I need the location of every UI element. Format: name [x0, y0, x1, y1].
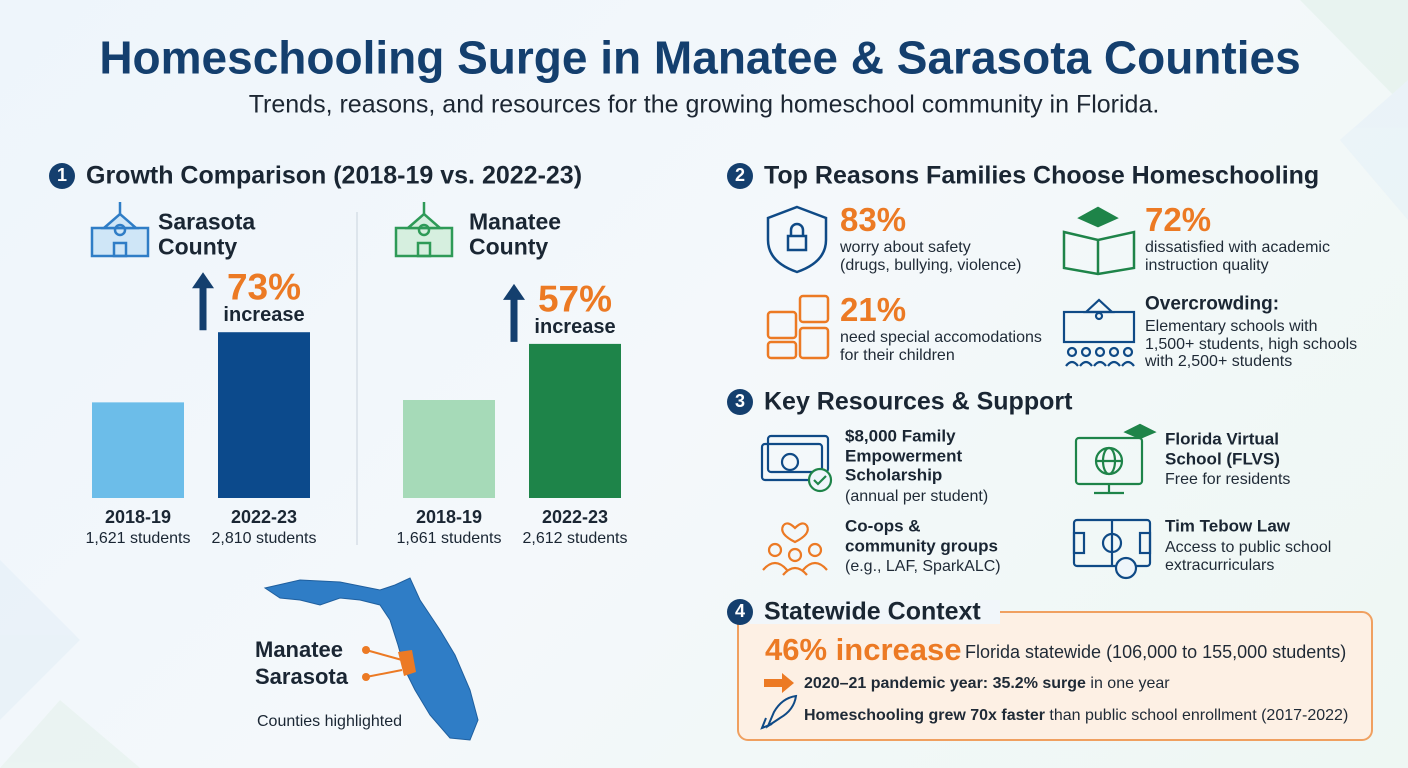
resource-title: Tim Tebow Law: [1165, 516, 1290, 536]
value-label: 1,661 students: [396, 530, 502, 548]
reason-text: instruction quality: [1145, 257, 1269, 275]
shield-icon: [766, 205, 828, 274]
reason-text: with 2,500+ students: [1145, 353, 1293, 371]
stat-value: 83%: [840, 200, 907, 238]
value-label: 1,621 students: [85, 530, 191, 548]
resource-title: School (FLVS): [1165, 449, 1280, 469]
bar: [403, 400, 495, 498]
reason-text: need special accomodations: [840, 329, 1042, 347]
section-badge: [49, 163, 75, 189]
change-percent: 73%: [226, 266, 302, 308]
context-bullet: 2020–21 pandemic year: 35.2% surge in on…: [804, 675, 1170, 693]
book-icon: [1062, 206, 1136, 276]
county-name: Manatee: [469, 208, 562, 235]
section-title: Growth Comparison (2018-19 vs. 2022-23): [86, 161, 583, 190]
reason-heading: Overcrowding:: [1145, 293, 1280, 315]
resource-text: Access to public school: [1165, 538, 1332, 556]
section-badge: [727, 599, 753, 625]
change-percent: 57%: [537, 278, 613, 320]
bullet-bold: Homeschooling grew 70x faster: [804, 707, 1045, 725]
puzzle-icon: [766, 294, 830, 360]
rocket-icon: [760, 694, 798, 730]
reason-text: 1,500+ students, high schools: [1145, 335, 1358, 353]
section-number: 4: [734, 601, 746, 622]
section-title: Top Reasons Families Choose Homeschoolin…: [764, 161, 1320, 190]
value-label: 2,612 students: [522, 530, 628, 548]
school-icon: [90, 202, 150, 258]
stat-value: 21%: [840, 290, 907, 328]
section-number: 3: [734, 391, 746, 412]
reason-text: dissatisfied with academic: [1145, 239, 1330, 257]
bullet-rest: than public school enrollment (2017-2022…: [1044, 707, 1349, 725]
resource-text: Free for residents: [1165, 471, 1291, 489]
county-name: County: [158, 233, 238, 260]
map-label: Manatee: [255, 636, 344, 662]
resource-title: $8,000 Family: [845, 426, 956, 446]
bar: [92, 402, 184, 498]
section-badge: [727, 389, 753, 415]
context-box: [737, 611, 1373, 741]
resource-text: (e.g., LAF, SparkALC): [845, 558, 1001, 576]
map-label: Sarasota: [255, 663, 348, 689]
category-label: 2018-19: [415, 507, 483, 528]
money-icon: [760, 434, 833, 493]
crowded-school-icon: [1062, 298, 1136, 367]
bar: [529, 343, 621, 498]
section-number: 1: [56, 165, 68, 186]
computer-icon: [1074, 423, 1157, 495]
box-label-gap: [750, 600, 1000, 624]
reason-text: worry about safety: [840, 239, 971, 257]
bar: [218, 332, 310, 498]
section-number: 2: [734, 165, 746, 186]
change-word: increase: [534, 315, 616, 338]
resource-text: (annual per student): [845, 487, 989, 505]
up-arrow-head: [192, 272, 214, 289]
up-arrow-head: [503, 283, 525, 300]
resource-title: Scholarship: [845, 465, 943, 485]
reason-text: Elementary schools with: [1145, 318, 1318, 336]
resource-title: Empowerment: [845, 446, 963, 466]
map-caption: Counties highlighted: [257, 713, 402, 731]
resource-text: extracurriculars: [1165, 556, 1275, 574]
school-icon: [394, 202, 454, 258]
category-label: 2018-19: [104, 507, 172, 528]
category-label: 2022-23: [230, 507, 298, 528]
page-subtitle: Trends, reasons, and resources for the g…: [248, 90, 1160, 119]
county-name: County: [469, 233, 549, 260]
reason-text: for their children: [840, 347, 955, 365]
resource-title: Florida Virtual: [1165, 429, 1279, 449]
arrow-icon: [764, 673, 794, 693]
resource-title: community groups: [845, 536, 999, 556]
section-title: Key Resources & Support: [764, 387, 1073, 416]
resource-title: Co-ops &: [845, 516, 921, 536]
change-word: increase: [223, 304, 305, 327]
section-badge: [727, 163, 753, 189]
value-label: 2,810 students: [211, 530, 317, 548]
page-title: Homeschooling Surge in Manatee & Sarasot…: [99, 31, 1301, 84]
section-title: Statewide Context: [764, 597, 981, 626]
field-icon: [1072, 518, 1152, 580]
context-bullet: Homeschooling grew 70x faster than publi…: [804, 707, 1348, 725]
florida-map: [263, 577, 479, 741]
category-label: 2022-23: [541, 507, 609, 528]
community-icon: [762, 522, 828, 576]
bullet-rest: in one year: [1085, 675, 1170, 693]
headline-stat: 46% increase: [765, 631, 962, 667]
stat-value: 72%: [1145, 200, 1212, 238]
county-name: Sarasota: [158, 208, 256, 235]
bullet-bold: 2020–21 pandemic year: 35.2% surge: [804, 675, 1086, 693]
headline-note: Florida statewide (106,000 to 155,000 st…: [965, 642, 1347, 663]
reason-text: (drugs, bullying, violence): [840, 257, 1022, 275]
